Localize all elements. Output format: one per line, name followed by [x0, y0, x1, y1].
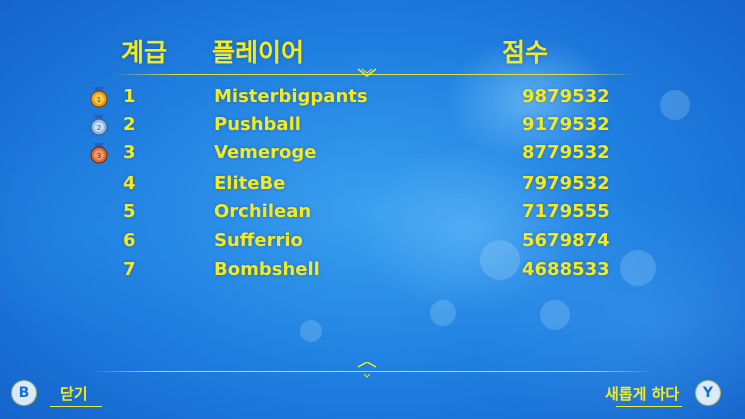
rank-cell: 2 [123, 114, 136, 135]
player-name-cell: Orchilean [214, 201, 312, 222]
score-cell: 7979532 [522, 173, 610, 194]
rank-cell: 6 [123, 230, 136, 251]
close-button[interactable]: 닫기 [60, 385, 88, 403]
leaderboard-row: 3 3 Vemeroge 8779532 [0, 139, 745, 167]
player-name-cell: Sufferrio [214, 230, 303, 251]
b-button-icon[interactable]: B [12, 381, 36, 405]
header-rank: 계급 [121, 38, 168, 67]
rank-cell: 7 [123, 259, 136, 280]
bokeh-light [300, 320, 322, 342]
leaderboard-row: 5 Orchilean 7179555 [0, 198, 745, 226]
bokeh-light [660, 90, 690, 120]
svg-text:2: 2 [97, 124, 101, 132]
bokeh-light [480, 240, 520, 280]
rank-cell: 4 [123, 173, 136, 194]
divider-ornament-icon [357, 362, 377, 378]
score-cell: 9879532 [522, 86, 610, 107]
y-button-icon[interactable]: Y [696, 381, 720, 405]
header-player: 플레이어 [212, 38, 305, 67]
leaderboard-row: 1 1 Misterbigpants 9879532 [0, 83, 745, 111]
score-cell: 5679874 [522, 230, 610, 251]
silver-medal-icon: 2 [90, 115, 108, 136]
leaderboard-row: 4 EliteBe 7979532 [0, 170, 745, 198]
score-cell: 8779532 [522, 142, 610, 163]
player-name-cell: Vemeroge [214, 142, 317, 163]
leaderboard-row: 7 Bombshell 4688533 [0, 256, 745, 284]
bokeh-light [540, 300, 570, 330]
bronze-medal-icon: 3 [90, 143, 108, 164]
leaderboard-row: 2 2 Pushball 9179532 [0, 111, 745, 139]
close-underline [50, 406, 102, 407]
footer-divider [90, 371, 655, 372]
leaderboard-row: 6 Sufferrio 5679874 [0, 227, 745, 255]
header-score: 점수 [502, 38, 549, 67]
svg-text:3: 3 [97, 152, 101, 160]
header-divider [112, 74, 636, 75]
refresh-button[interactable]: 새롭게 하다 [605, 385, 680, 403]
player-name-cell: Pushball [214, 114, 301, 135]
bokeh-light [620, 250, 656, 286]
score-cell: 9179532 [522, 114, 610, 135]
rank-cell: 5 [123, 201, 136, 222]
player-name-cell: EliteBe [214, 173, 286, 194]
bokeh-light [430, 300, 456, 326]
score-cell: 4688533 [522, 259, 610, 280]
refresh-underline [616, 406, 682, 407]
player-name-cell: Misterbigpants [214, 86, 368, 107]
gold-medal-icon: 1 [90, 87, 108, 108]
score-cell: 7179555 [522, 201, 610, 222]
svg-text:1: 1 [97, 96, 101, 104]
rank-cell: 3 [123, 142, 136, 163]
rank-cell: 1 [123, 86, 136, 107]
divider-ornament-icon [357, 68, 377, 77]
player-name-cell: Bombshell [214, 259, 320, 280]
